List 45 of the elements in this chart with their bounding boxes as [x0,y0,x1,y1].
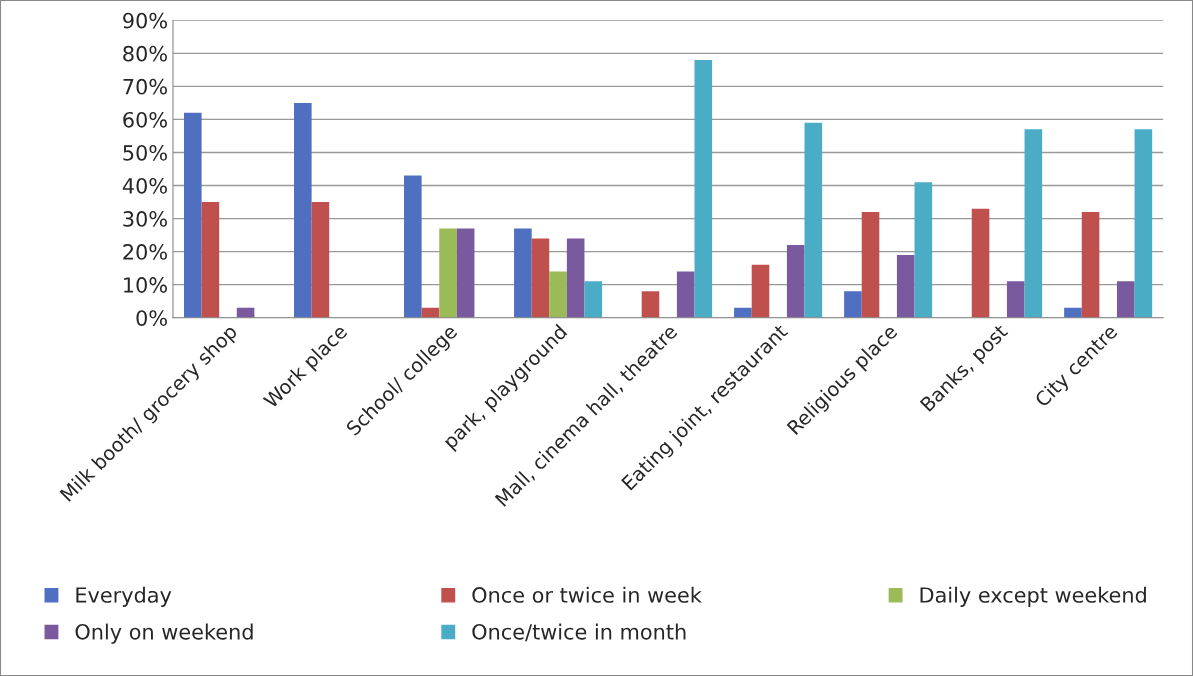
bar [1006,281,1025,318]
legend-label: Once/twice in month [472,623,686,642]
bar [1116,281,1135,318]
bar [914,182,933,318]
y-tick-label: 90% [123,12,167,29]
y-tick-label: 80% [123,45,167,62]
bar [1064,307,1082,318]
bar [734,307,752,318]
bar [1024,129,1043,318]
bar [566,238,585,318]
y-tick-label: 0% [136,310,167,326]
bar [183,112,202,318]
bar [311,202,330,318]
y-tick-label: 10% [124,277,167,293]
bar [404,175,422,318]
bar [456,228,475,318]
y-tick-label: 50% [123,144,167,161]
bar [861,211,880,318]
bar [439,228,457,318]
bar [694,59,713,318]
bar [641,291,660,318]
bar [549,271,567,318]
y-tick-label: 70% [123,78,167,95]
bar [584,281,603,318]
bar [531,238,550,318]
legend-label: Only on weekend [75,623,253,644]
legend-label: Everyday [76,586,172,607]
bar [294,102,312,318]
bar [971,208,990,318]
y-tick-label: 60% [123,111,167,128]
bar [1134,129,1153,318]
bar [804,122,823,318]
y-tick-label: 20% [123,244,167,260]
y-tick-label: 30% [123,211,167,227]
bar [844,291,862,318]
bar [676,271,695,318]
legend-label: Once or twice in week [472,586,702,603]
bar [786,245,805,318]
bar [514,228,532,318]
y-tick-label: 40% [122,177,167,194]
bar [751,264,770,318]
bar [1081,211,1100,318]
bar [896,254,915,318]
bar [201,202,220,318]
legend-label: Daily except weekend [920,586,1146,607]
